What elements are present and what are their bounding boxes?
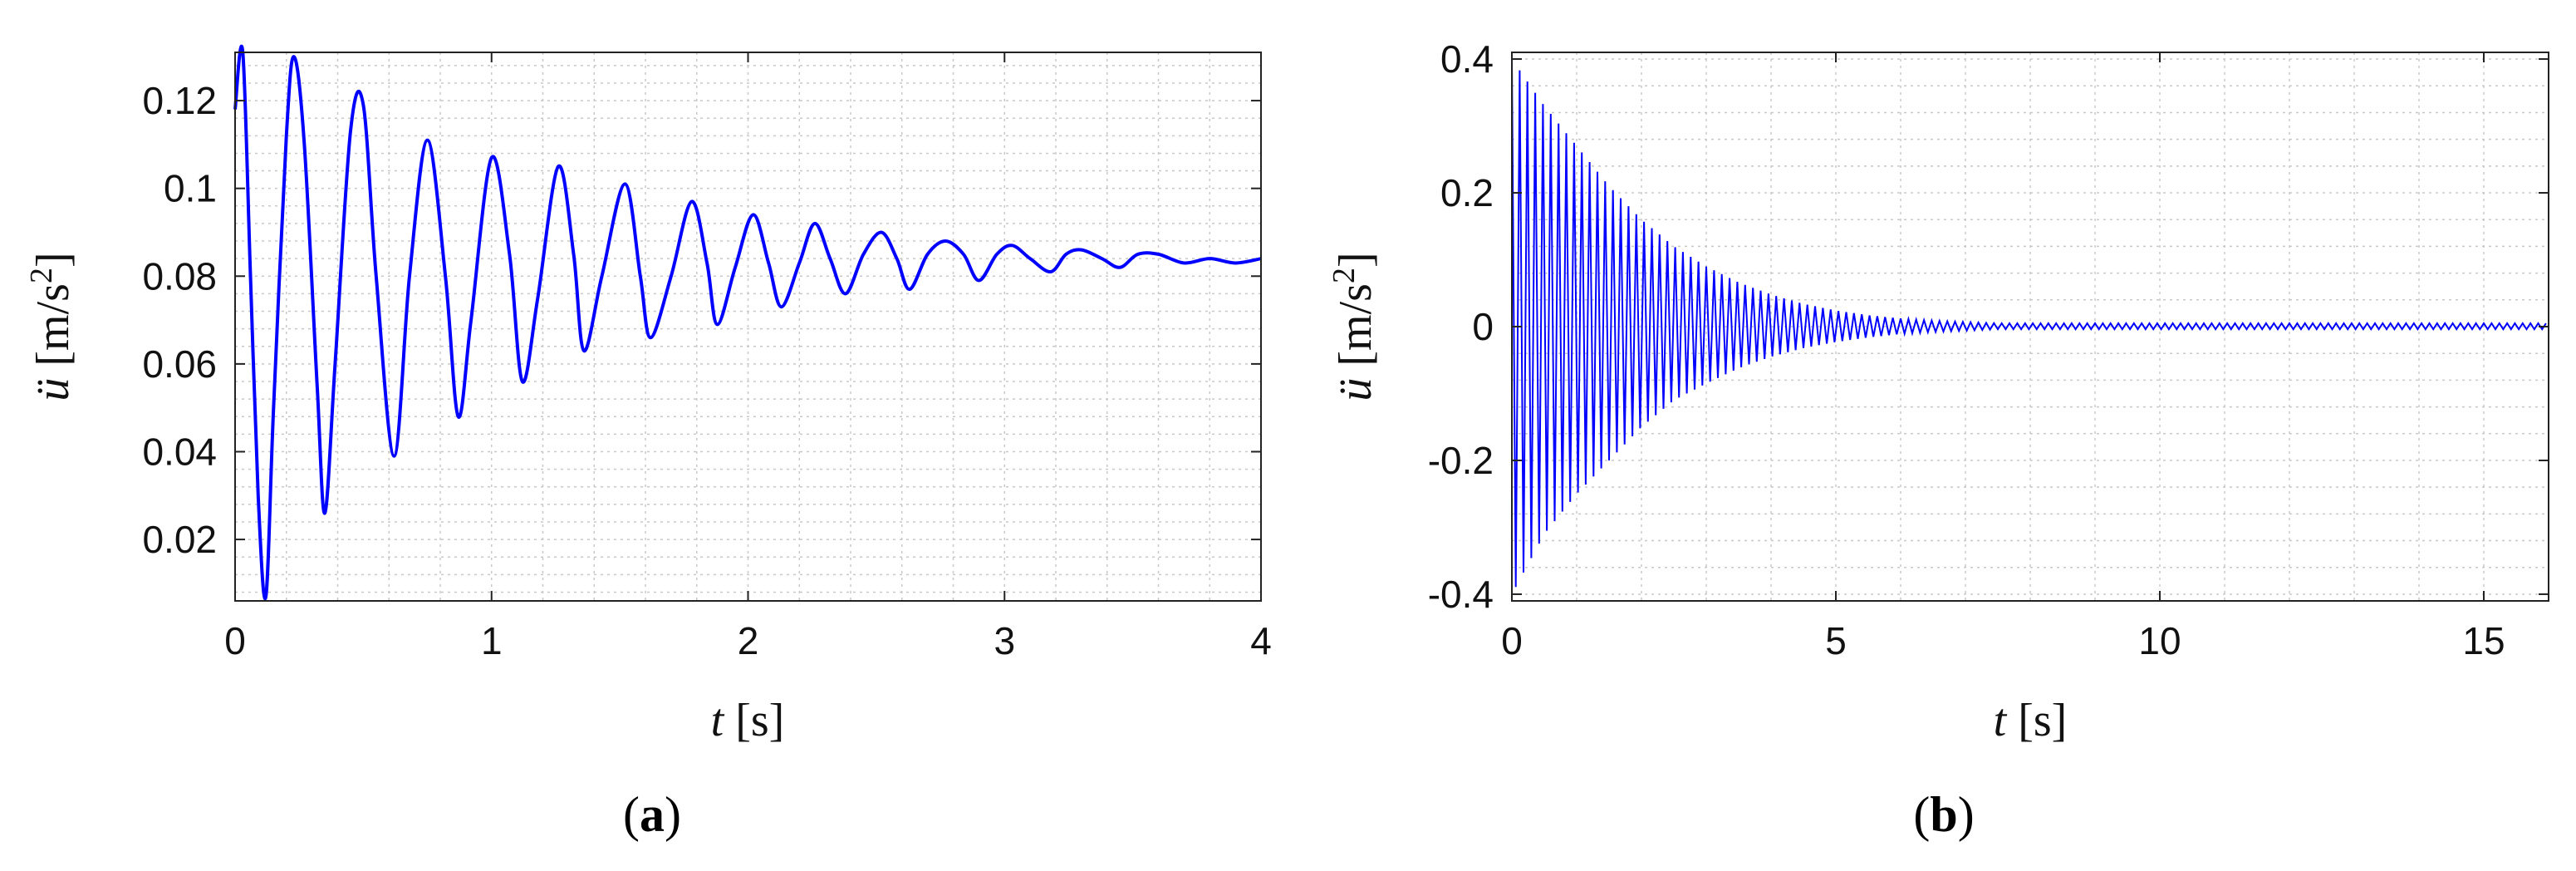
x-tick-label: 5: [1825, 619, 1847, 662]
panel-a: 0.02 0.04 0.06 0.08 0.1 0.12 0 1 2 3 4 ü [m/s2] t…: [24, 44, 1272, 842]
x-tick-label: 0: [224, 619, 246, 662]
y-tick-label: 0.02: [142, 518, 217, 561]
series-line-b: [1511, 58, 2547, 588]
y-tick-label: 0.04: [142, 430, 217, 473]
x-axis-label-b: t [s]: [1994, 695, 2068, 746]
y-axis-label-a: ü [m/s2]: [24, 252, 79, 401]
x-axis-label-a: t [s]: [711, 695, 785, 746]
x-tick-label: 15: [2462, 619, 2505, 662]
panel-b: -0.4 -0.2 0 0.2 0.4 0 5 10 15 ü [m/s2] t [s] (b…: [1327, 37, 2549, 842]
x-tick-label: 2: [738, 619, 759, 662]
panel-caption-a: (a): [623, 787, 681, 842]
y-ticks-a: 0.02 0.04 0.06 0.08 0.1 0.12: [142, 79, 1261, 561]
y-tick-label: 0.2: [1440, 171, 1494, 214]
grid-a: [235, 52, 1261, 601]
y-tick-label: 0: [1472, 305, 1494, 348]
x-tick-label: 10: [2138, 619, 2181, 662]
x-tick-label: 4: [1250, 619, 1272, 662]
x-ticks-a: 0 1 2 3 4: [224, 52, 1272, 662]
y-tick-label: 0.1: [164, 167, 217, 210]
panel-caption-b: (b): [1913, 787, 1974, 842]
y-axis-label-b: ü [m/s2]: [1327, 252, 1381, 401]
series-line-a: [233, 44, 1262, 601]
x-tick-label: 1: [481, 619, 503, 662]
y-tick-label: -0.4: [1428, 573, 1494, 616]
y-tick-label: -0.2: [1428, 439, 1494, 482]
x-tick-label: 3: [994, 619, 1015, 662]
y-tick-label: 0.12: [142, 79, 217, 122]
y-tick-label: 0.4: [1440, 37, 1494, 81]
y-tick-label: 0.08: [142, 254, 217, 298]
y-tick-label: 0.06: [142, 342, 217, 386]
y-ticks-b: -0.4 -0.2 0 0.2 0.4: [1428, 37, 2549, 616]
x-ticks-b: 0 5 10 15: [1501, 52, 2505, 662]
x-tick-label: 0: [1501, 619, 1523, 662]
